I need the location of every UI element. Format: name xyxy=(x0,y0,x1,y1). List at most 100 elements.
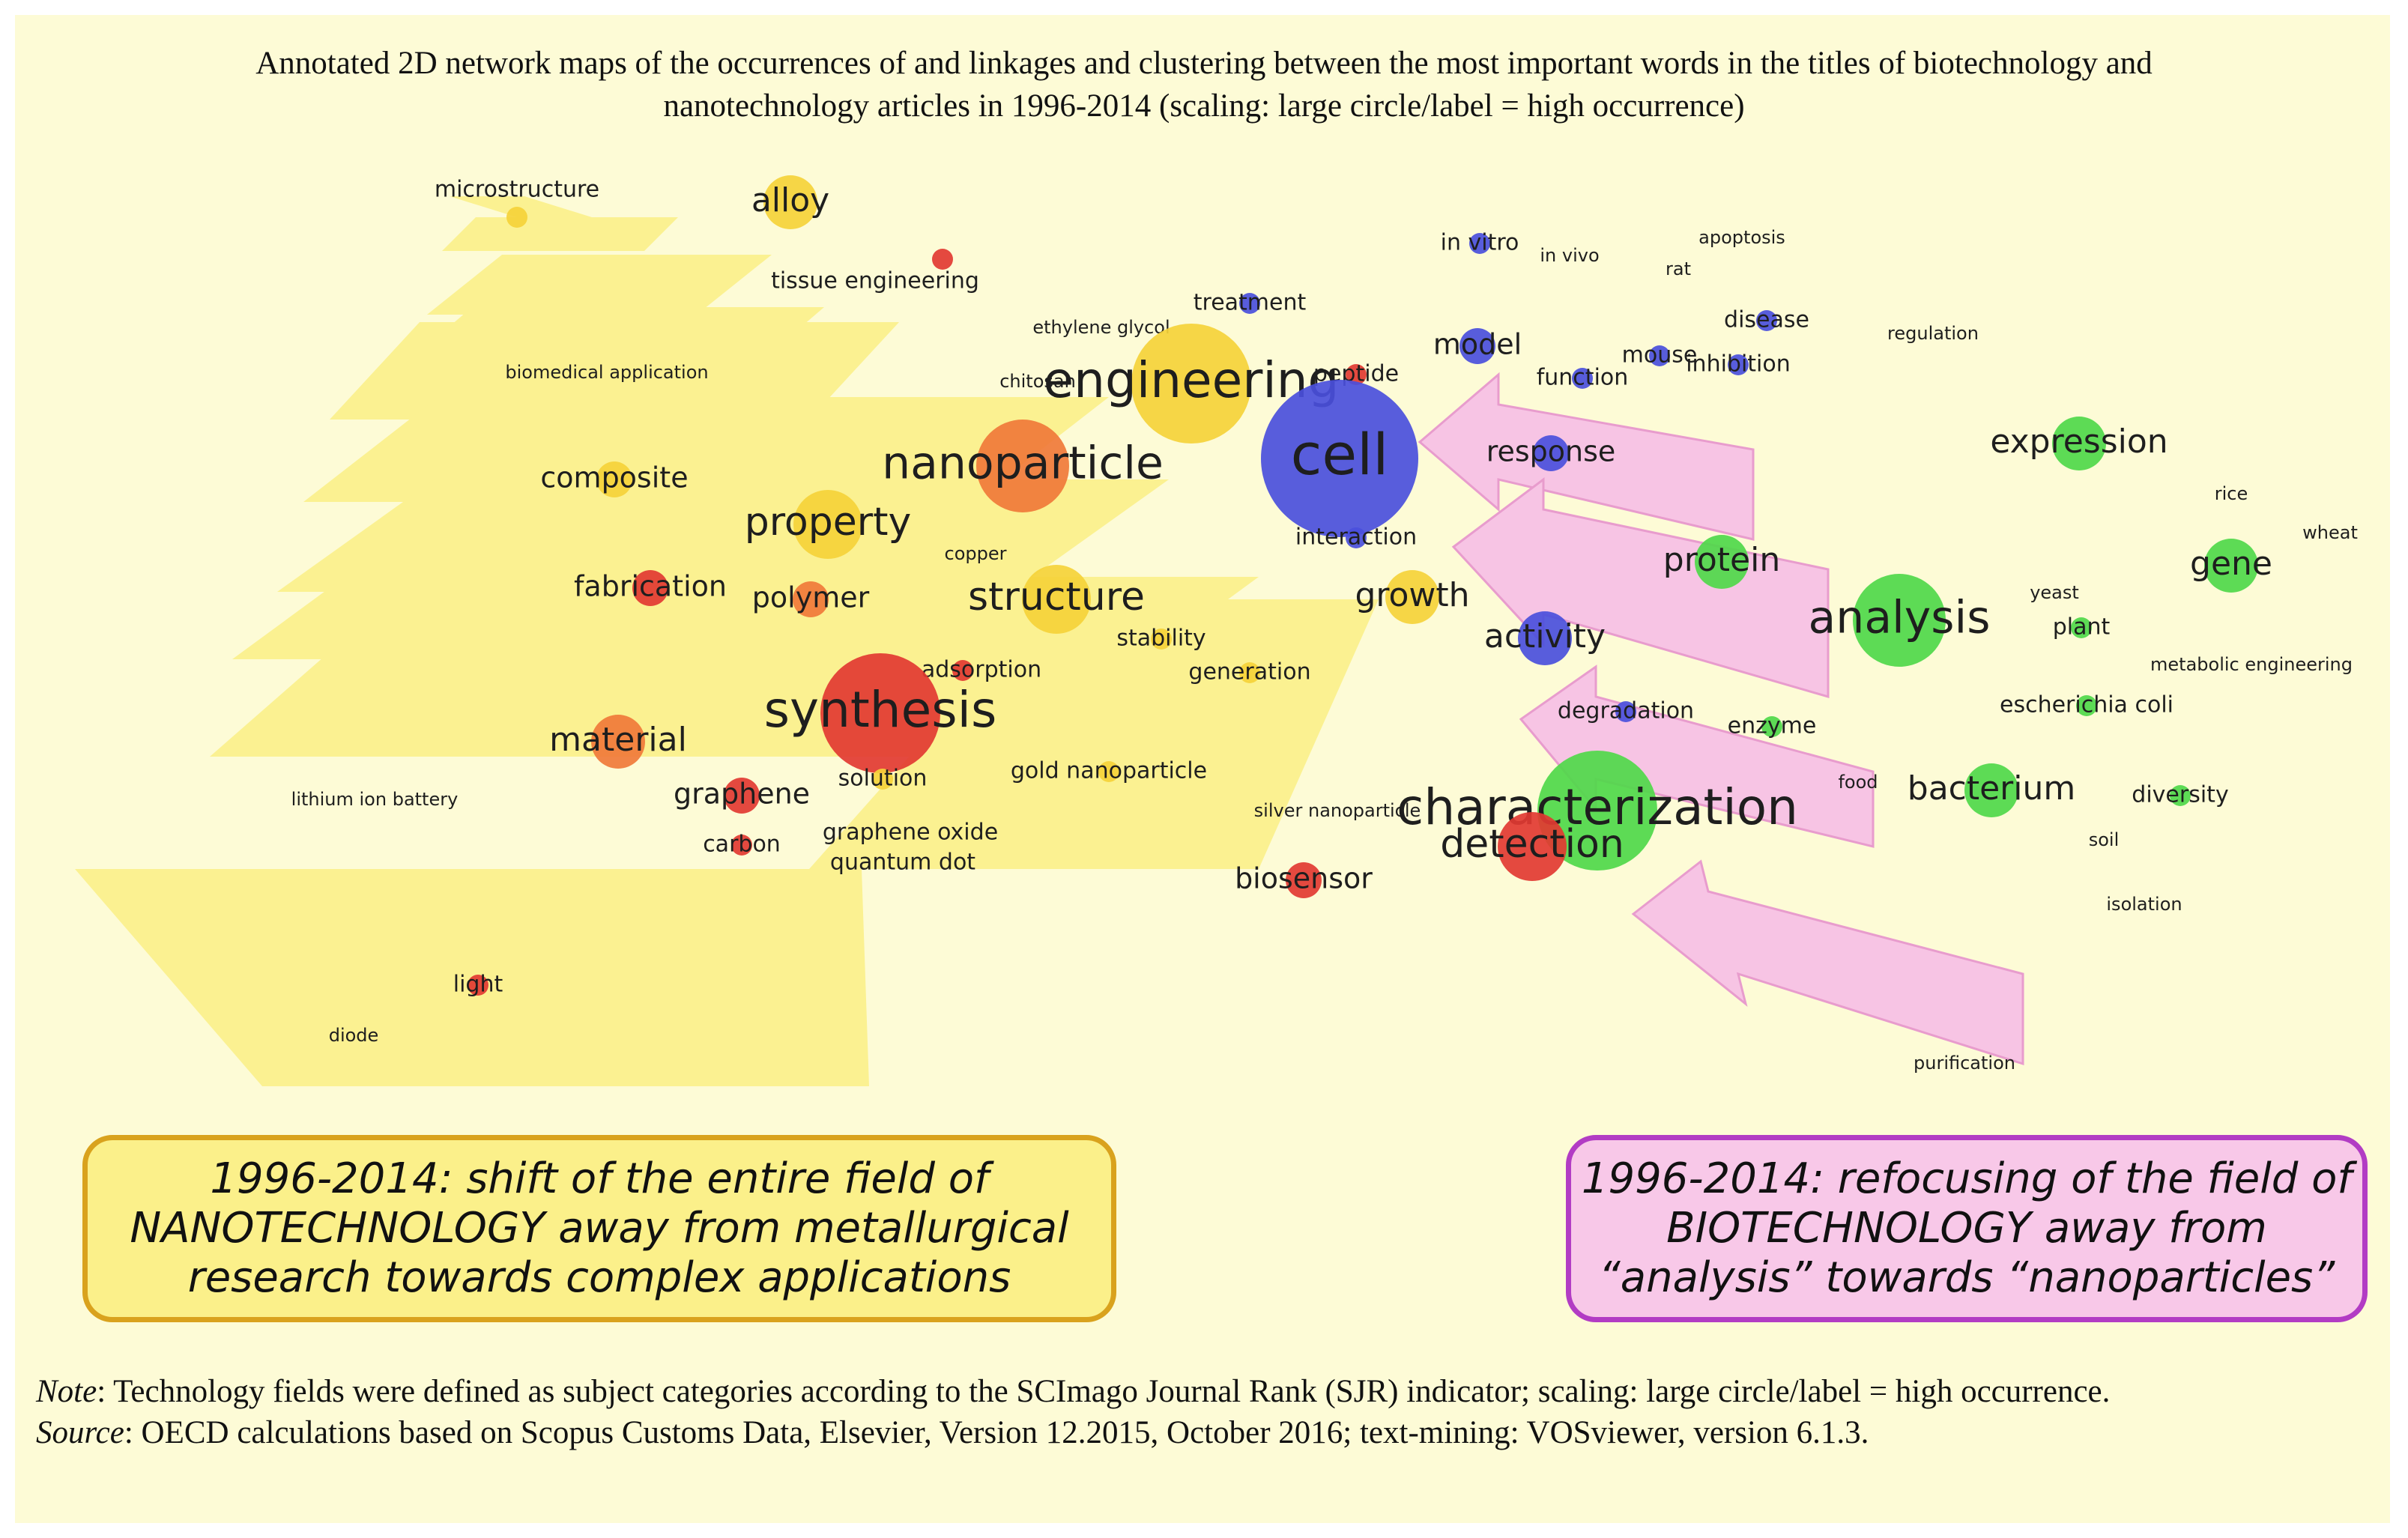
node-circle-escherichia-coli xyxy=(2076,695,2097,716)
biotech-box-line-1: 1996-2014: refocusing of the field of xyxy=(1581,1154,2353,1203)
node-label-isolation: isolation xyxy=(2106,894,2182,915)
node-label-property: property xyxy=(745,500,912,545)
title-line-2: nanotechnology articles in 1996-2014 (sc… xyxy=(663,88,1745,124)
source-text: : OECD calculations based on Scopus Cust… xyxy=(124,1415,1869,1450)
node-enzyme: enzyme xyxy=(1728,713,1817,739)
node-expression: expression xyxy=(1990,417,2168,470)
node-circle-solution xyxy=(872,769,893,790)
biotech-annotation-box: 1996-2014: refocusing of the field of BI… xyxy=(1566,1135,2368,1322)
node-model: model xyxy=(1433,328,1522,364)
node-label-purification: purification xyxy=(1914,1053,2015,1074)
node-label-alloy: alloy xyxy=(751,181,829,220)
node-activity: activity xyxy=(1484,611,1606,665)
node-label-carbon: carbon xyxy=(703,832,781,858)
node-label-diode: diode xyxy=(329,1025,379,1046)
biotech-box-line-2: BIOTECHNOLOGY away from xyxy=(1666,1204,2267,1253)
node-label-detection: detection xyxy=(1440,822,1624,867)
node-circle-material xyxy=(591,715,645,769)
node-biosensor: biosensor xyxy=(1235,862,1373,898)
node-bacterium: bacterium xyxy=(1908,763,2075,817)
node-circle-tissue-engineering xyxy=(932,249,953,270)
node-circle-polymer xyxy=(793,581,829,617)
node-label-model: model xyxy=(1433,328,1522,361)
node-label-graphene-oxide: graphene oxide xyxy=(823,820,998,846)
node-chitosan: chitosan xyxy=(999,371,1076,392)
node-circle-degradation xyxy=(1615,701,1636,722)
source-paragraph: Source: OECD calculations based on Scopu… xyxy=(36,1412,2314,1453)
nano-band-10 xyxy=(75,599,1379,869)
bio-refocus-arrows xyxy=(1418,372,2024,1066)
node-interaction: interaction xyxy=(1295,524,1417,551)
node-quantum-dot: quantum dot xyxy=(830,850,975,876)
node-cell: cell xyxy=(1261,380,1418,537)
node-circle-disease xyxy=(1756,310,1777,331)
node-degradation: degradation xyxy=(1558,698,1694,724)
node-label-structure: structure xyxy=(968,575,1145,620)
node-label-apoptosis: apoptosis xyxy=(1698,227,1785,248)
nano-band-2 xyxy=(442,217,678,251)
node-circle-interaction xyxy=(1346,527,1367,548)
node-gene: gene xyxy=(2190,539,2272,593)
node-rat: rat xyxy=(1666,258,1691,279)
node-graphene-oxide: graphene oxide xyxy=(823,820,998,846)
node-composite: composite xyxy=(540,461,689,497)
nano-band-3 xyxy=(427,255,772,315)
figure-notes: Note: Technology fields were defined as … xyxy=(36,1371,2314,1453)
node-label-inhibition: inhibition xyxy=(1686,351,1791,378)
node-plant: plant xyxy=(2053,614,2111,641)
node-label-graphene: graphene xyxy=(674,778,810,811)
node-circle-activity xyxy=(1518,611,1572,665)
node-structure: structure xyxy=(968,565,1145,634)
node-circle-gold-nanoparticle xyxy=(1098,761,1119,782)
nanotech-box-line-3: research towards complex applications xyxy=(187,1253,1011,1302)
node-circle-bacterium xyxy=(1964,763,2018,817)
note-text: : Technology fields were defined as subj… xyxy=(97,1374,2111,1409)
note-label: Note xyxy=(36,1374,97,1409)
node-rice: rice xyxy=(2215,483,2248,504)
node-circle-microstructure xyxy=(506,207,527,228)
node-label-adsorption: adsorption xyxy=(922,657,1041,683)
node-in-vivo: in vivo xyxy=(1540,245,1599,266)
node-treatment: treatment xyxy=(1194,290,1307,316)
node-apoptosis: apoptosis xyxy=(1698,227,1785,248)
node-circle-adsorption xyxy=(952,660,973,681)
node-label-light: light xyxy=(453,972,503,998)
node-label-quantum-dot: quantum dot xyxy=(830,850,975,876)
node-soil: soil xyxy=(2089,829,2120,850)
node-silver-nanoparticle: silver nanoparticle xyxy=(1254,800,1421,821)
node-circle-fabrication xyxy=(632,570,668,606)
node-circle-generation xyxy=(1239,662,1260,683)
node-label-polymer: polymer xyxy=(752,581,870,614)
node-material: material xyxy=(549,715,687,769)
node-label-degradation: degradation xyxy=(1558,698,1694,724)
node-polymer: polymer xyxy=(752,581,870,617)
node-circle-alloy xyxy=(763,175,817,229)
node-label-fabrication: fabrication xyxy=(574,570,727,603)
node-label-cell: cell xyxy=(1291,421,1389,488)
node-circle-inhibition xyxy=(1728,354,1749,375)
node-regulation: regulation xyxy=(1887,323,1979,344)
node-label-synthesis: synthesis xyxy=(764,681,997,739)
node-circle-carbon xyxy=(731,835,752,856)
note-paragraph: Note: Technology fields were defined as … xyxy=(36,1371,2314,1412)
node-label-biosensor: biosensor xyxy=(1235,862,1373,895)
source-label: Source xyxy=(36,1415,124,1450)
node-label-growth: growth xyxy=(1355,576,1469,614)
node-circle-function xyxy=(1572,368,1593,389)
node-gold-nanoparticle: gold nanoparticle xyxy=(1011,758,1207,784)
nano-band-6 xyxy=(303,397,1109,502)
node-circle-cell xyxy=(1261,380,1418,537)
node-circle-gene xyxy=(2204,539,2258,593)
node-circle-engineering xyxy=(1131,324,1251,443)
node-circle-growth xyxy=(1385,570,1439,624)
node-stability: stability xyxy=(1116,626,1205,652)
node-circle-analysis xyxy=(1853,574,1946,667)
node-circle-model xyxy=(1459,328,1495,364)
node-purification: purification xyxy=(1914,1053,2015,1074)
node-label-escherichia-coli: escherichia coli xyxy=(2000,692,2173,718)
node-nanoparticle: nanoparticle xyxy=(882,420,1164,512)
node-label-in-vitro: in vitro xyxy=(1441,230,1519,256)
node-label-copper: copper xyxy=(945,543,1007,564)
node-diversity: diversity xyxy=(2132,782,2228,808)
